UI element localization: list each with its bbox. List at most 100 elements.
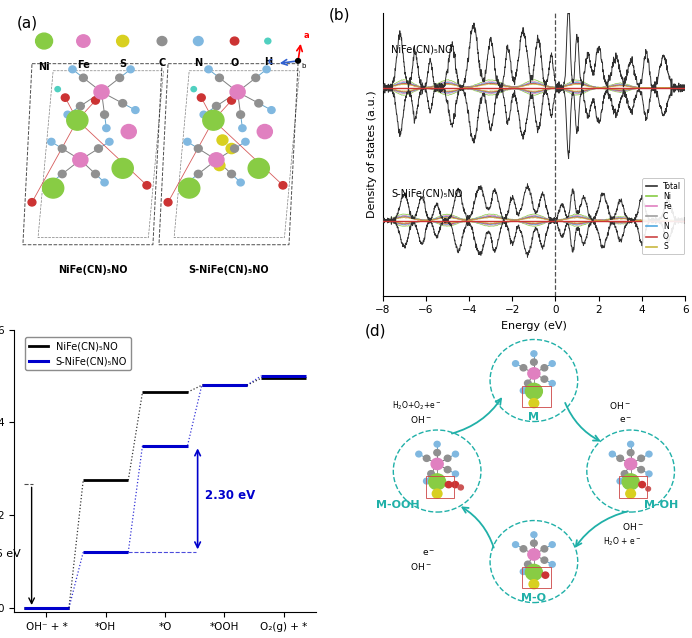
Circle shape xyxy=(638,466,644,473)
Circle shape xyxy=(235,91,240,96)
Circle shape xyxy=(143,182,151,189)
Circle shape xyxy=(528,367,540,379)
Circle shape xyxy=(228,97,235,104)
Circle shape xyxy=(43,178,64,198)
Text: e$^-$: e$^-$ xyxy=(422,548,435,558)
Circle shape xyxy=(66,110,88,130)
Circle shape xyxy=(268,107,275,114)
Circle shape xyxy=(424,455,430,461)
Circle shape xyxy=(80,74,87,82)
Circle shape xyxy=(520,569,527,574)
Text: (b): (b) xyxy=(328,7,349,22)
Circle shape xyxy=(525,383,543,399)
Circle shape xyxy=(255,100,263,107)
Circle shape xyxy=(214,160,225,170)
Bar xyxy=(426,476,454,498)
Circle shape xyxy=(622,474,639,490)
Circle shape xyxy=(209,152,224,167)
Circle shape xyxy=(617,478,623,484)
Circle shape xyxy=(432,489,442,498)
Text: (a): (a) xyxy=(17,15,38,31)
Circle shape xyxy=(35,33,53,49)
Text: c: c xyxy=(268,57,273,66)
Circle shape xyxy=(646,487,650,491)
Circle shape xyxy=(239,125,246,131)
Circle shape xyxy=(279,182,287,189)
Circle shape xyxy=(531,359,537,365)
Circle shape xyxy=(91,170,100,177)
Circle shape xyxy=(428,471,435,477)
Circle shape xyxy=(237,179,244,186)
Circle shape xyxy=(226,144,237,154)
Circle shape xyxy=(263,66,271,73)
Text: OH$^-$: OH$^-$ xyxy=(610,400,631,411)
Circle shape xyxy=(531,540,537,546)
Circle shape xyxy=(48,179,55,186)
Circle shape xyxy=(424,478,430,484)
Text: O: O xyxy=(230,58,239,68)
Circle shape xyxy=(549,360,555,366)
Circle shape xyxy=(428,474,446,490)
Circle shape xyxy=(646,471,652,477)
Circle shape xyxy=(119,100,127,107)
Text: NiFe(CN)₅NO: NiFe(CN)₅NO xyxy=(392,45,453,54)
Circle shape xyxy=(520,365,527,371)
Text: Ni: Ni xyxy=(38,62,50,71)
Circle shape xyxy=(194,36,203,45)
X-axis label: Energy (eV): Energy (eV) xyxy=(501,321,567,331)
Circle shape xyxy=(48,138,55,145)
Circle shape xyxy=(212,103,220,110)
Text: a: a xyxy=(304,31,310,40)
Text: M-OH: M-OH xyxy=(644,500,678,510)
Circle shape xyxy=(94,85,109,99)
Circle shape xyxy=(628,441,634,447)
Circle shape xyxy=(549,380,555,386)
Circle shape xyxy=(513,542,518,547)
Circle shape xyxy=(531,532,537,537)
Circle shape xyxy=(531,351,537,357)
Circle shape xyxy=(444,466,451,473)
Circle shape xyxy=(73,152,88,167)
Circle shape xyxy=(609,451,615,457)
Circle shape xyxy=(58,170,66,177)
Circle shape xyxy=(215,74,224,82)
Circle shape xyxy=(525,565,543,580)
Circle shape xyxy=(525,380,531,387)
Text: H: H xyxy=(264,57,272,66)
Text: OH$^-$: OH$^-$ xyxy=(410,561,432,572)
Circle shape xyxy=(513,360,518,366)
Circle shape xyxy=(200,111,208,118)
Circle shape xyxy=(646,451,652,457)
Circle shape xyxy=(639,482,646,487)
Circle shape xyxy=(416,451,422,457)
Circle shape xyxy=(76,103,84,110)
Circle shape xyxy=(197,94,206,101)
Circle shape xyxy=(444,455,451,461)
Circle shape xyxy=(529,580,539,589)
Circle shape xyxy=(520,388,527,394)
Legend: NiFe(CN)₅NO, S-NiFe(CN)₅NO: NiFe(CN)₅NO, S-NiFe(CN)₅NO xyxy=(25,338,131,370)
Circle shape xyxy=(55,87,60,92)
Circle shape xyxy=(528,549,540,560)
Circle shape xyxy=(248,158,269,178)
Circle shape xyxy=(184,138,191,145)
Circle shape xyxy=(194,145,202,152)
Circle shape xyxy=(230,37,239,45)
Text: NiFe(CN)₅NO: NiFe(CN)₅NO xyxy=(57,265,127,274)
Bar xyxy=(522,567,551,588)
Circle shape xyxy=(157,36,167,45)
Circle shape xyxy=(228,170,235,177)
Circle shape xyxy=(64,111,71,118)
Circle shape xyxy=(58,145,66,152)
Circle shape xyxy=(184,179,191,186)
Circle shape xyxy=(203,110,224,130)
Circle shape xyxy=(529,399,539,408)
Circle shape xyxy=(638,455,644,461)
Text: M-OOH: M-OOH xyxy=(376,500,419,510)
Circle shape xyxy=(194,170,202,177)
Circle shape xyxy=(621,471,628,477)
Text: OH$^-$: OH$^-$ xyxy=(621,521,644,533)
Circle shape xyxy=(62,94,69,101)
Circle shape xyxy=(28,198,36,206)
Circle shape xyxy=(230,145,239,152)
